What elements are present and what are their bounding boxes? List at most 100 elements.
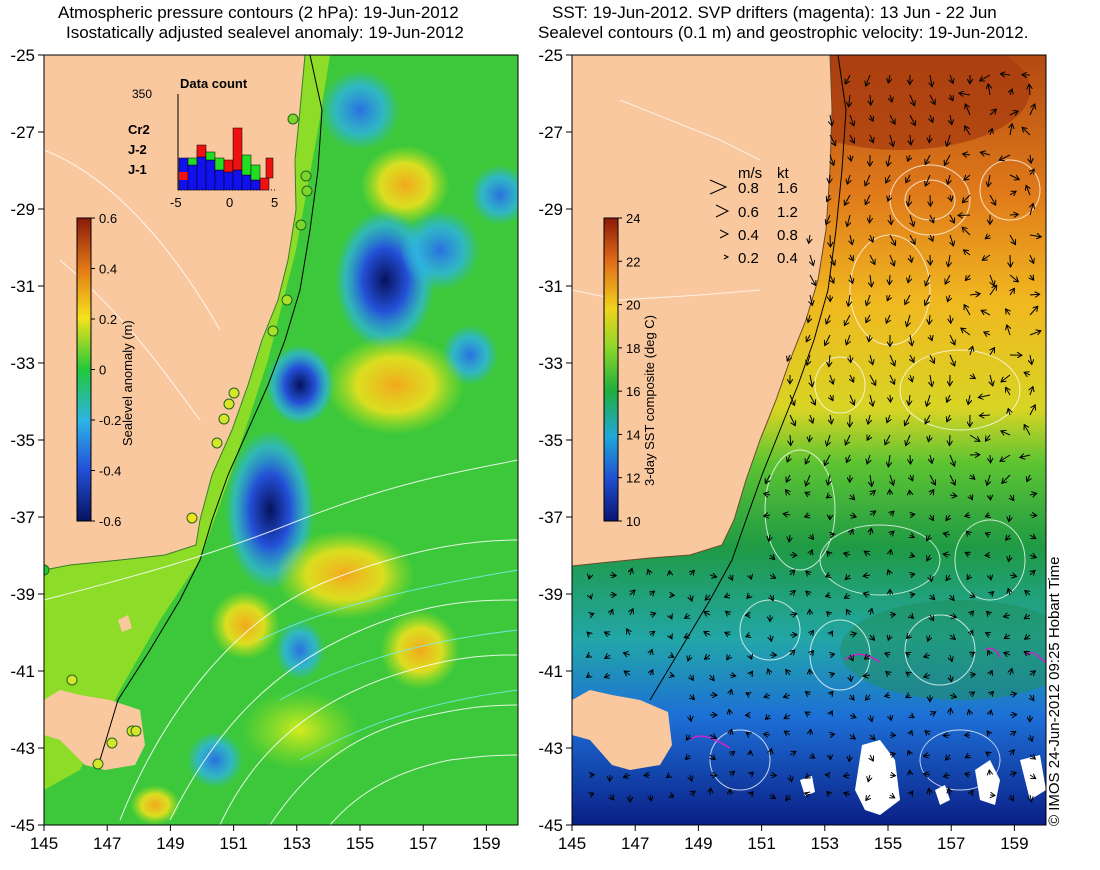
velocity-arrow [686,735,690,740]
velocity-arrow [704,612,711,615]
velocity-arrow [810,535,814,539]
velocity-arrow [849,515,856,517]
velocity-arrow [888,570,890,575]
lat-tick-label: -35 [10,431,35,450]
velocity-arrow [829,174,830,183]
velocity-arrow [1010,288,1014,296]
sst-colorbar-ticks: 24 22 20 18 16 14 12 10 [618,211,640,529]
sealevel-colorbar-label: Sealevel anomaly (m) [120,320,135,446]
velocity-arrow [925,731,930,735]
velocity-arrow [1029,535,1036,539]
velocity-arrow [667,775,670,778]
velocity-arrow [863,675,871,676]
inset-bar [214,157,225,171]
velocity-arrow [810,755,815,758]
velocity-arrow [850,674,851,681]
velocity-arrow [889,775,895,776]
colorbar-tick-label: 24 [626,211,640,226]
velocity-arrow [844,793,851,795]
velocity-arrow [725,632,730,635]
velocity-arrow [905,414,911,426]
velocity-arrow [1029,331,1041,336]
velocity-arrow [926,394,930,406]
velocity-arrow [824,454,831,465]
inset-x-tick: 5 [271,195,278,210]
velocity-arrow [790,650,795,655]
velocity-arrow [783,514,791,515]
velocity-arrow [866,314,870,323]
velocity-arrow [870,714,872,722]
velocity-arrow [770,749,771,756]
velocity-arrow [1030,794,1032,802]
velocity-arrow [985,235,990,239]
velocity-arrow [950,234,953,246]
lon-tick-label: 155 [346,834,374,853]
velocity-arrow [950,674,952,682]
velocity-arrow [587,632,590,635]
velocity-arrow [886,671,890,675]
colorbar-tick-label: -0.6 [99,514,121,529]
colorbar-tick-label: 0.6 [99,211,117,226]
velocity-arrow [704,632,711,635]
velocity-arrow [988,174,990,187]
velocity-arrow [725,595,730,597]
velocity-arrow [1029,84,1030,96]
velocity-arrow [1029,235,1041,237]
velocity-arrow [890,754,895,755]
velocity-arrow [684,635,691,638]
velocity-arrow [925,274,931,286]
velocity-arrow [746,635,750,637]
velocity-arrow [650,631,655,635]
velocity-arrow [786,794,790,801]
velocity-arrow [809,394,815,405]
velocity-arrow [1004,652,1011,655]
velocity-arrow [949,354,955,366]
coastline-right [572,55,833,567]
velocity-arrow [910,374,912,382]
velocity-arrow [870,754,873,761]
sst-colorbar: 24 22 20 18 16 14 12 10 3-day SST composite (de… [603,211,657,529]
velocity-arrow [809,274,816,286]
velocity-arrow [623,775,631,777]
velocity-arrow [670,795,674,797]
velocity-arrow [965,126,971,136]
lat-tick-label: -27 [538,123,563,142]
velocity-arrow [963,250,971,256]
flinders-island [118,615,132,632]
velocity-arrow [1009,694,1017,695]
velocity-arrow [947,134,950,146]
velocity-arrow [670,615,672,619]
velocity-arrow [950,635,955,639]
velocity-arrow [769,534,770,541]
velocity-arrow [807,354,810,365]
velocity-arrow [847,214,850,226]
velocity-arrow [924,774,931,775]
velocity-arrow [929,314,930,324]
velocity-arrow [865,174,871,186]
velocity-arrow [990,575,991,580]
pressure-contours-cyan [259,569,518,761]
velocity-arrow [826,314,830,324]
velocity-arrow [850,354,851,362]
velocity-arrow [889,114,895,124]
velocity-arrow [1010,494,1014,501]
velocity-arrow [943,554,951,555]
inset-bars [178,127,274,191]
velocity-arrow [686,755,690,760]
inset-bar [196,144,207,158]
velocity-arrow [850,254,853,261]
velocity-arrow [910,134,911,145]
velocity-arrow [908,194,910,206]
velocity-arrow [1029,294,1040,295]
velocity-arrow [690,570,694,575]
velocity-arrow [1030,694,1034,701]
velocity-arrow [590,793,594,795]
velocity-arrow [930,354,934,363]
velocity-arrow [930,490,934,495]
velocity-arrow [986,633,990,635]
right-title-line2: Sealevel contours (0.1 m) and geostrophi… [538,23,1029,42]
velocity-arrow [869,334,870,342]
lat-tick-label: -43 [538,739,563,758]
eddy-warm-sw [210,590,280,660]
velocity-arrow [888,154,890,166]
